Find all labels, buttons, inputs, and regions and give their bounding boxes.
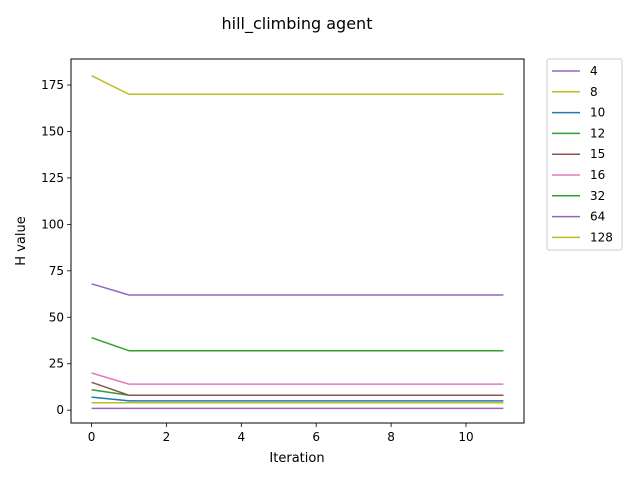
y-tick-label: 0 — [56, 403, 64, 417]
legend-label-8: 8 — [590, 85, 598, 99]
series-line-15 — [91, 381, 504, 397]
legend-label-4: 4 — [590, 64, 598, 78]
legend-frame — [546, 58, 623, 251]
x-tick-label: 6 — [312, 430, 320, 444]
y-axis: 0 25 50 75 100 125 150 175 — [41, 78, 71, 417]
y-tick-label: 100 — [41, 217, 64, 231]
x-axis-label: Iteration — [269, 451, 324, 466]
y-tick-label: 150 — [41, 124, 64, 138]
series-line-64 — [91, 283, 504, 296]
series-line-32 — [91, 337, 504, 352]
y-tick-label: 25 — [49, 357, 64, 371]
legend-label-16: 16 — [590, 168, 605, 182]
series-line-12 — [91, 388, 504, 397]
legend-label-15: 15 — [590, 147, 605, 161]
y-tick-label: 75 — [49, 264, 64, 278]
x-tick-label: 4 — [238, 430, 246, 444]
legend-label-12: 12 — [590, 126, 605, 140]
series-line-128 — [91, 75, 504, 96]
x-tick-label: 0 — [88, 430, 96, 444]
series-line-16 — [91, 372, 504, 385]
y-axis-label: H value — [14, 216, 29, 265]
y-tick-label: 50 — [49, 310, 64, 324]
legend: 4 8 10 12 15 16 32 64 128 — [546, 58, 623, 251]
plot-area-frame — [70, 58, 525, 424]
x-tick-label: 10 — [458, 430, 473, 444]
plot-lines — [91, 75, 504, 410]
legend-label-128: 128 — [590, 230, 613, 244]
legend-label-64: 64 — [590, 210, 605, 224]
y-tick-label: 125 — [41, 171, 64, 185]
legend-label-10: 10 — [590, 106, 605, 120]
legend-label-32: 32 — [590, 189, 605, 203]
series-line-10 — [91, 396, 504, 402]
chart-title: hill_climbing agent — [222, 14, 373, 34]
x-axis: 0 2 4 6 8 10 — [88, 423, 474, 444]
y-tick-label: 175 — [41, 78, 64, 92]
x-tick-label: 2 — [163, 430, 171, 444]
x-tick-label: 8 — [387, 430, 395, 444]
